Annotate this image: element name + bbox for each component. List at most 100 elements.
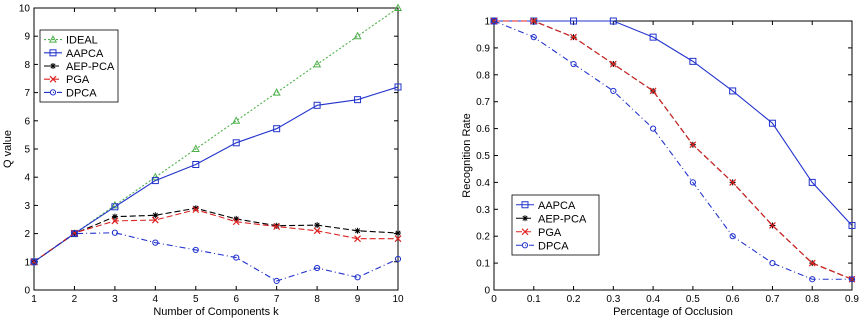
series-line-dpca: [493, 20, 852, 280]
y-tick-label: 2: [24, 229, 30, 240]
x-tick-label: 0.6: [726, 294, 740, 305]
data-point-dpca: [689, 179, 696, 186]
y-tick-label: 0.4: [476, 178, 490, 189]
y-tick-label: 6: [24, 116, 30, 127]
y-tick-label: 0.5: [476, 151, 490, 162]
data-point-dpca: [848, 276, 856, 283]
data-point-dpca: [394, 255, 402, 263]
data-point-dpca: [314, 264, 321, 272]
y-tick-label: 0.8: [476, 70, 490, 81]
data-point-aep-pca: [111, 213, 118, 220]
data-point-aapca: [232, 139, 240, 147]
legend-marker: [521, 242, 529, 249]
x-tick-label: 6: [233, 294, 239, 305]
series-line-dpca: [33, 232, 399, 282]
legend-marker: [48, 35, 58, 43]
legend-marker: [50, 63, 56, 69]
y-tick-label: 0.9: [476, 43, 490, 54]
data-point-aep-pca: [233, 215, 240, 222]
series-pga: [490, 17, 856, 283]
data-point-pga: [609, 60, 617, 68]
y-tick-label: 3: [24, 201, 30, 212]
data-point-pga: [729, 178, 737, 186]
legend-label: DPCA: [538, 240, 569, 252]
data-point-aapca: [570, 17, 578, 25]
data-point-dpca: [192, 246, 199, 254]
data-point-dpca: [530, 34, 537, 41]
y-tick-label: 0.3: [476, 205, 490, 216]
data-point-aep-pca: [354, 227, 361, 234]
data-point-aep-pca: [192, 205, 199, 212]
x-tick-label: 0.8: [805, 294, 819, 305]
right-chart-recognition-rate: 0 0.1 0.2 0.3 0.4 0.5 0.6 0.7 0.8 0.9 0 0.1 0.2 0.3 0.…: [461, 17, 859, 319]
series-dpca: [30, 229, 402, 285]
y-tick-label: 0.6: [476, 124, 490, 135]
series-line-pga: [33, 209, 398, 263]
data-point-ideal: [151, 172, 160, 181]
data-point-aapca: [649, 33, 657, 41]
legend-item-aapca: AAPCA: [44, 48, 104, 60]
data-point-aep-pca: [152, 212, 159, 219]
legend-label: PGA: [66, 74, 90, 86]
legend-item-aep-pca: AEP-PCA: [516, 213, 587, 225]
legend-item-pga: PGA: [44, 74, 90, 86]
y-axis-label: Q value: [2, 130, 14, 168]
y-tick-label: 8: [24, 60, 30, 71]
x-tick-label: 8: [314, 294, 320, 305]
x-tick-label: 0.3: [606, 294, 620, 305]
data-point-pga: [530, 17, 538, 25]
data-point-ideal: [272, 88, 281, 96]
x-tick-label: 0.9: [845, 294, 859, 305]
series-dpca: [490, 17, 856, 283]
legend-label: AEP-PCA: [538, 213, 587, 225]
legend-label: AEP-PCA: [66, 61, 115, 73]
y-tick-label: 1: [24, 257, 30, 268]
legend-item-aep-pca: AEP-PCA: [44, 61, 115, 73]
data-point-pga: [570, 33, 577, 41]
x-tick-label: 9: [355, 294, 361, 305]
data-point-pga: [273, 223, 281, 230]
data-point-aapca: [313, 101, 321, 109]
legend-item-pga: PGA: [516, 227, 562, 239]
x-tick-label: 0.7: [765, 294, 779, 305]
data-point-dpca: [809, 276, 816, 283]
data-point-ideal: [191, 144, 200, 152]
legend-label: PGA: [538, 227, 562, 239]
y-axis-label: Recognition Rate: [461, 113, 473, 197]
legend-label: AAPCA: [66, 48, 104, 60]
y-tick-label: 7: [24, 88, 30, 99]
y-tick-label: 5: [24, 145, 30, 156]
data-point-dpca: [729, 233, 736, 240]
legend-marker: [49, 75, 57, 83]
series-line-pga: [494, 20, 853, 280]
legend-item-dpca: DPCA: [516, 240, 569, 252]
data-point-ideal: [313, 59, 322, 68]
x-tick-label: 0.2: [567, 294, 581, 305]
x-tick-label: 3: [112, 294, 118, 305]
data-point-pga: [354, 235, 361, 243]
legend-marker: [521, 228, 529, 236]
data-point-aapca: [192, 161, 200, 169]
data-point-aapca: [273, 125, 281, 133]
data-point-dpca: [233, 254, 240, 261]
data-point-pga: [192, 206, 200, 214]
y-tick-label: 0.2: [476, 232, 490, 243]
data-point-aapca: [354, 96, 362, 104]
x-tick-label: 1: [31, 294, 37, 305]
series-line-aep-pca: [33, 207, 399, 263]
y-tick-label: 0.1: [476, 259, 490, 270]
data-point-pga: [649, 87, 657, 95]
data-point-dpca: [490, 17, 498, 25]
data-point-pga: [808, 259, 816, 267]
data-point-ideal: [353, 31, 362, 40]
x-tick-label: 5: [193, 294, 199, 305]
data-point-ideal: [232, 116, 241, 124]
x-tick-label: 10: [392, 294, 404, 305]
data-point-dpca: [111, 229, 118, 236]
x-tick-label: 2: [72, 294, 78, 305]
data-point-pga: [313, 227, 321, 235]
y-tick-label: 9: [24, 32, 30, 43]
y-tick-label: 0: [24, 286, 30, 297]
